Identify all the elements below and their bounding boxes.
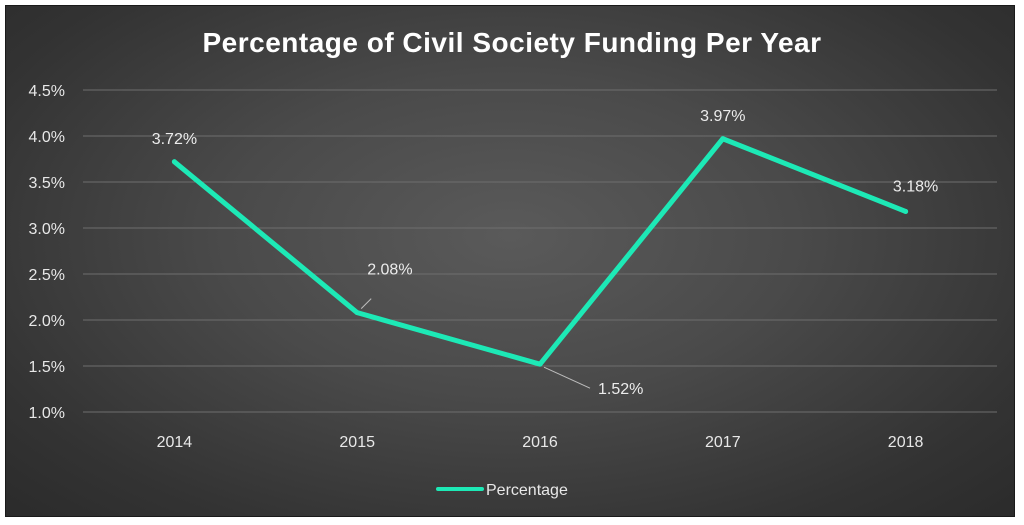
data-point[interactable] — [720, 136, 726, 142]
x-axis-ticks: 2014 2015 2016 2017 2018 — [157, 434, 924, 451]
x-tick-label: 2016 — [522, 434, 558, 451]
series-line-percentage[interactable] — [171, 136, 909, 367]
series-percentage — [171, 136, 909, 367]
y-tick-label: 4.5% — [29, 83, 65, 100]
y-tick-label: 3.0% — [29, 221, 65, 238]
y-tick-label: 1.5% — [29, 359, 65, 376]
data-point[interactable] — [903, 208, 909, 214]
data-label-leader — [543, 366, 591, 389]
x-tick-label: 2014 — [157, 434, 193, 451]
x-tick-label: 2015 — [339, 434, 375, 451]
data-labels: 3.72% 2.08% 1.52% 3.97% 3.18% — [152, 108, 939, 398]
y-axis-ticks: 1.0% 1.5% 2.0% 2.5% 3.0% 3.5% 4.0% 4.5% — [29, 83, 65, 422]
data-label-leader — [360, 298, 372, 309]
x-tick-label: 2017 — [705, 434, 741, 451]
data-label: 3.97% — [700, 108, 745, 125]
data-label: 3.72% — [152, 131, 197, 148]
y-tick-label: 3.5% — [29, 175, 65, 192]
chart-title: Percentage of Civil Society Funding Per … — [202, 27, 821, 58]
y-tick-label: 2.0% — [29, 313, 65, 330]
x-tick-label: 2018 — [888, 434, 924, 451]
data-label: 1.52% — [598, 381, 643, 398]
data-point[interactable] — [171, 159, 177, 165]
y-tick-label: 4.0% — [29, 129, 65, 146]
y-tick-label: 1.0% — [29, 405, 65, 422]
legend[interactable]: Percentage — [436, 482, 568, 499]
data-point[interactable] — [354, 310, 360, 316]
y-tick-label: 2.5% — [29, 267, 65, 284]
legend-label: Percentage — [486, 482, 568, 499]
data-point[interactable] — [537, 361, 543, 367]
data-label: 2.08% — [367, 262, 412, 279]
data-label: 3.18% — [893, 178, 938, 195]
gridlines — [83, 89, 997, 413]
